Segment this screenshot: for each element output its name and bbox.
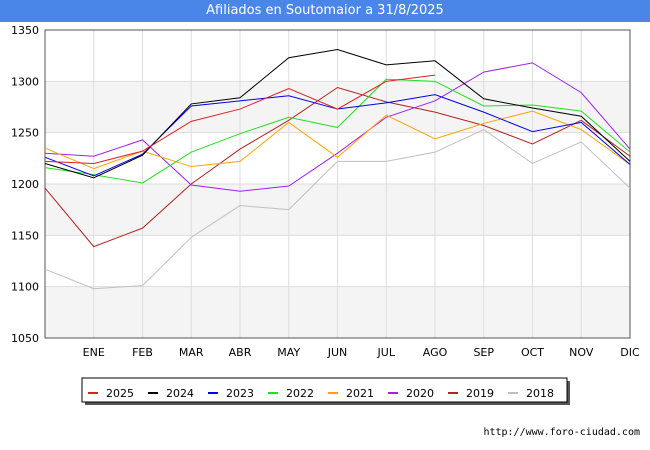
series-line-2022: [44, 78, 631, 184]
x-tick-label: OCT: [521, 346, 544, 359]
y-tick-label: 1250: [11, 127, 39, 140]
legend-label-2023: 2023: [226, 387, 254, 400]
x-tick-label: ENE: [83, 346, 105, 359]
series-line-2020: [44, 62, 631, 192]
x-tick-label: FEB: [132, 346, 153, 359]
x-tick-label: MAY: [277, 346, 300, 359]
y-axis-ticks: 1050 1100 1150 1200 1250 1300 1350: [11, 24, 39, 345]
legend-label-2025: 2025: [106, 387, 134, 400]
x-tick-label: AGO: [423, 346, 448, 359]
series-lines: [44, 48, 631, 290]
y-tick-label: 1200: [11, 178, 39, 191]
x-tick-label: DIC: [620, 346, 640, 359]
series-line-2025: [44, 74, 436, 164]
x-tick-label: NOV: [569, 346, 594, 359]
legend-label-2019: 2019: [466, 387, 494, 400]
legend-label-2022: 2022: [286, 387, 314, 400]
legend-label-2024: 2024: [166, 387, 194, 400]
legend-box: [81, 377, 568, 403]
y-tick-label: 1150: [11, 229, 39, 242]
y-tick-label: 1350: [11, 24, 39, 37]
series-line-2018: [44, 129, 631, 290]
y-tick-label: 1050: [11, 332, 39, 345]
plot-frame: [44, 29, 631, 339]
legend-label-2021: 2021: [346, 387, 374, 400]
x-tick-label: MAR: [179, 346, 204, 359]
source-url[interactable]: http://www.foro-ciudad.com: [483, 427, 640, 438]
chart-title: Afiliados en Soutomaior a 31/8/2025: [0, 0, 650, 22]
y-tick-label: 1100: [11, 281, 39, 294]
y-tick-label: 1300: [11, 75, 39, 88]
legend-label-2018: 2018: [526, 387, 554, 400]
x-axis-ticks: ENE FEB MAR ABR MAY JUN JUL AGO SEP OCT NOV DIC: [83, 346, 640, 359]
legend-label-2020: 2020: [406, 387, 434, 400]
series-line-2019: [44, 86, 631, 248]
x-tick-label: JUN: [327, 346, 348, 359]
x-tick-label: JUL: [377, 346, 396, 359]
series-line-2024: [44, 48, 631, 179]
legend: 2025 2024 2023 2022 2021 2020 2019 2018: [81, 377, 570, 405]
x-tick-label: ABR: [229, 346, 252, 359]
x-tick-label: SEP: [473, 346, 494, 359]
